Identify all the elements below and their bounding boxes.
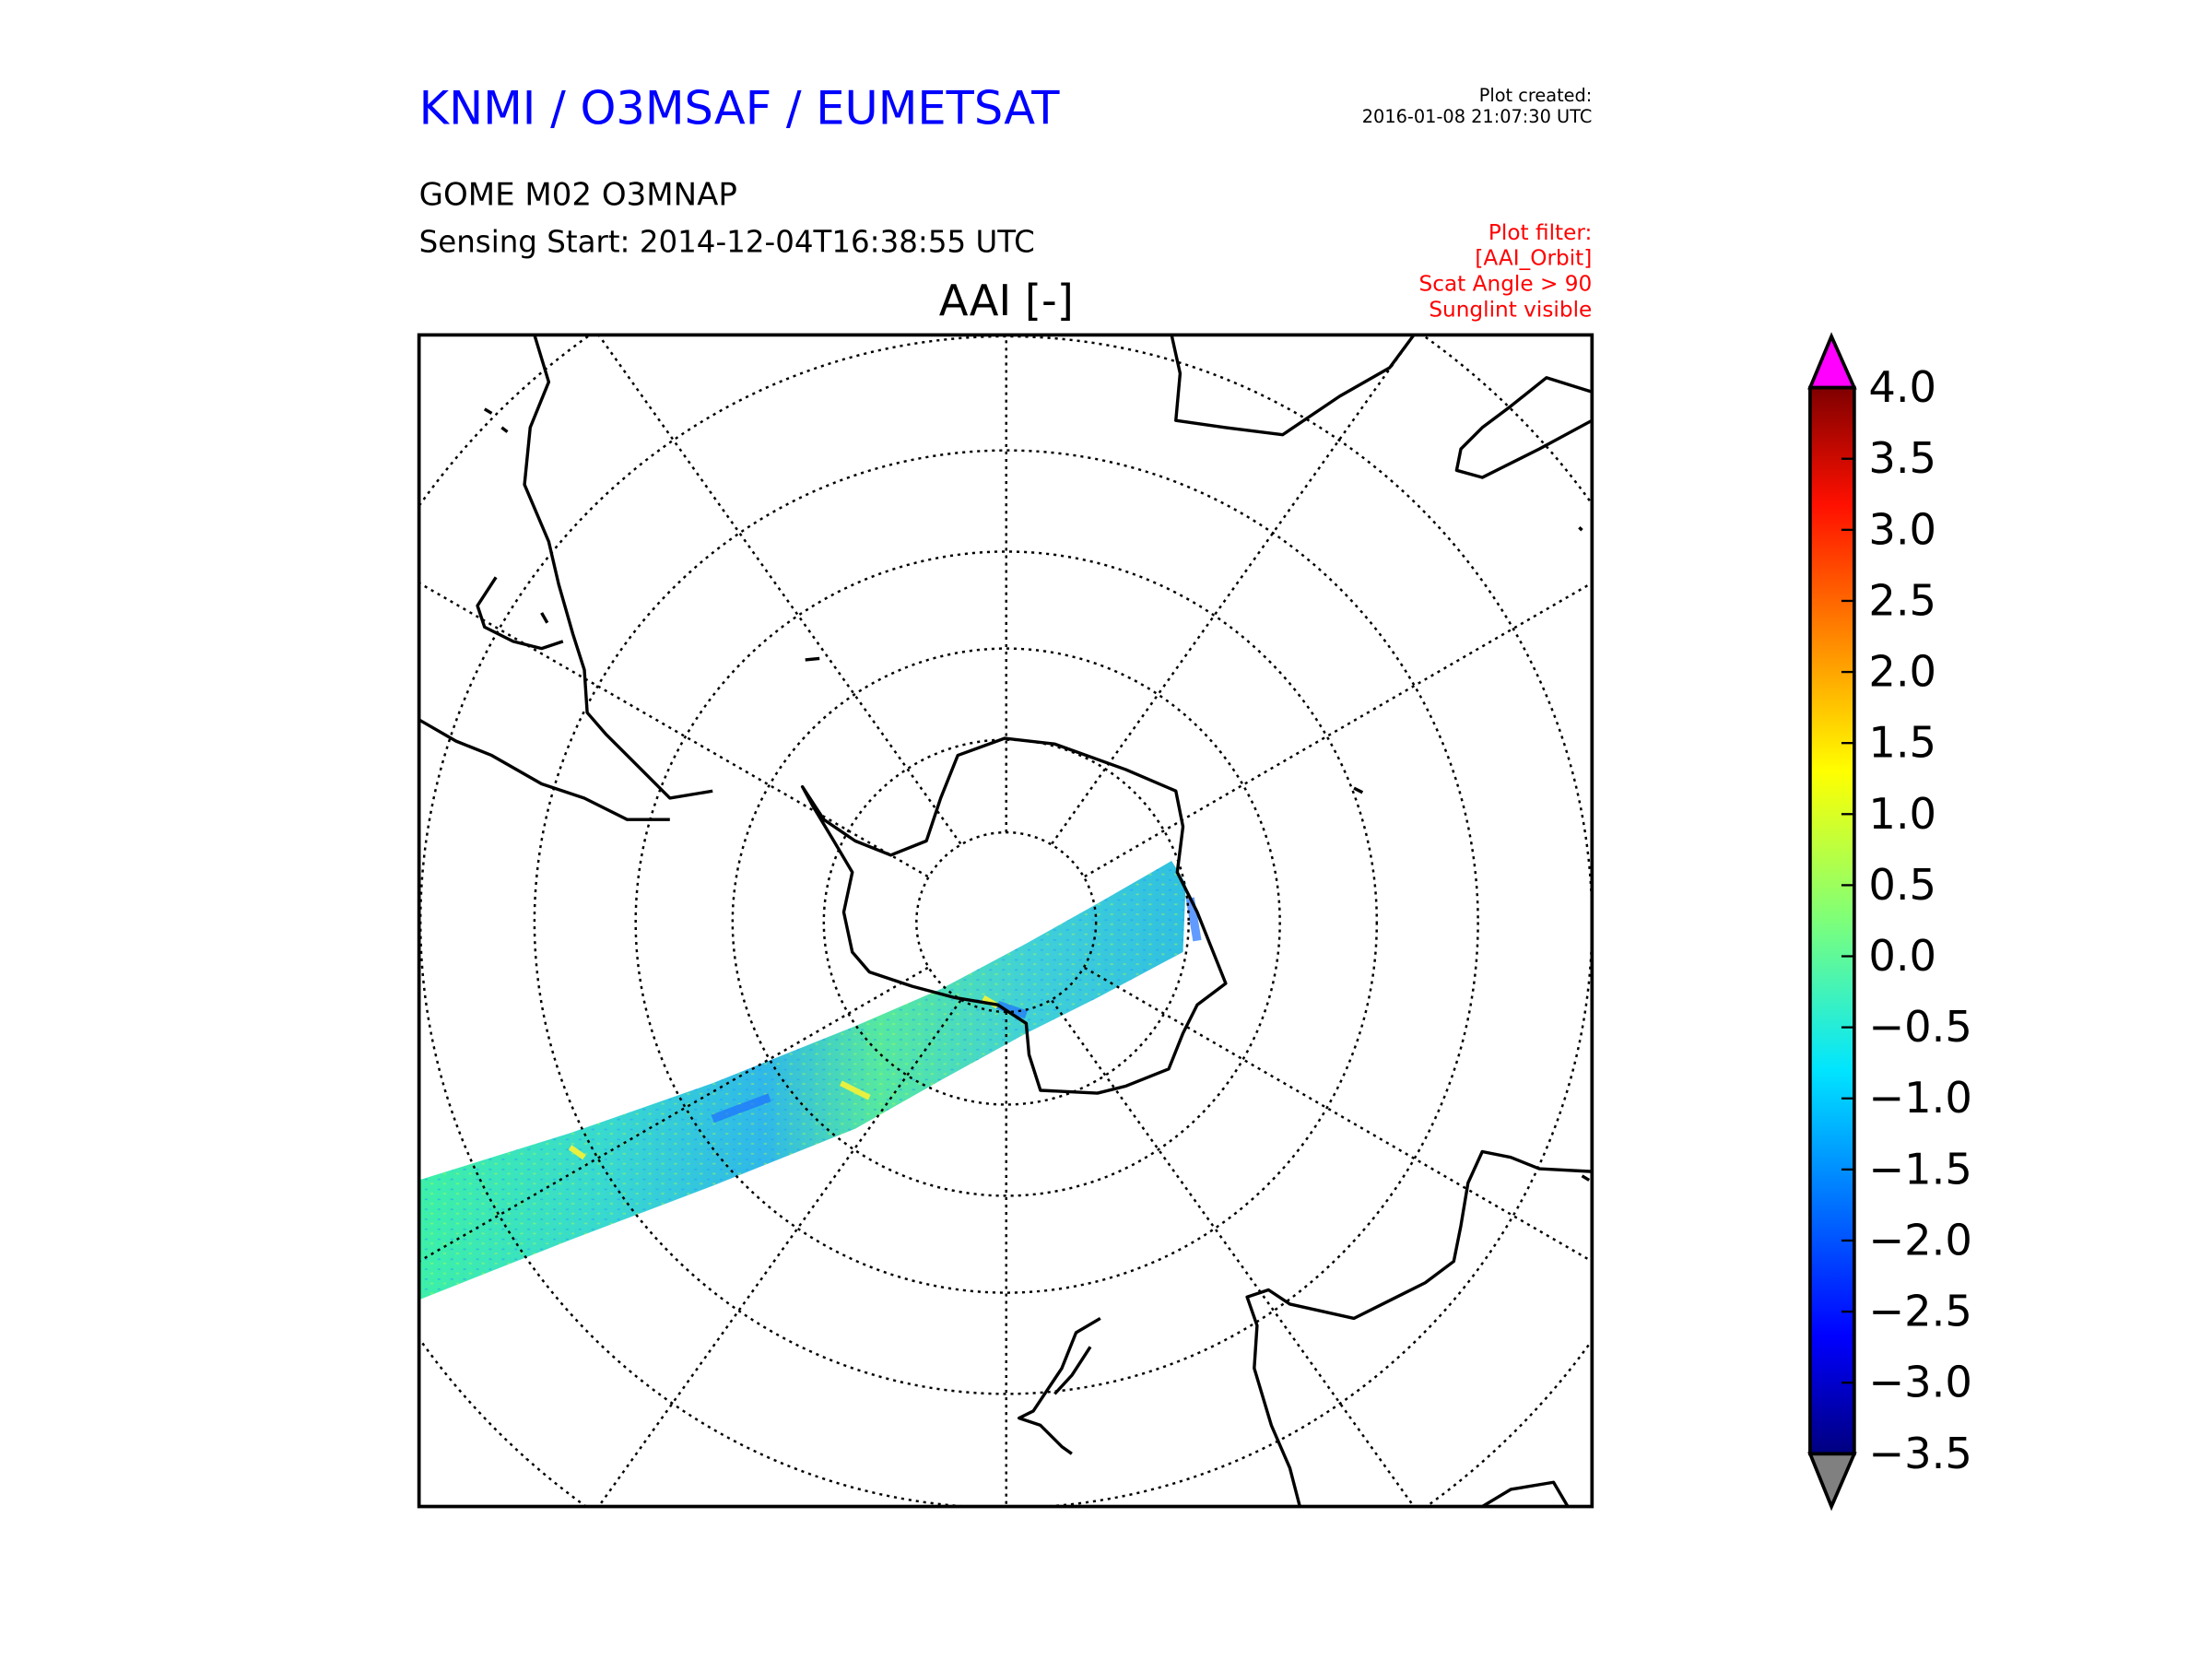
org-title: KNMI / O3MSAF / EUMETSAT: [419, 82, 1061, 135]
filter-line: Sunglint visible: [1429, 297, 1592, 322]
filter-line: Plot filter:: [1488, 220, 1592, 245]
coast-madagascar: [1454, 376, 1593, 479]
colorbar-under-extension: [1807, 1452, 1857, 1512]
coast-australia: [1245, 1149, 1593, 1507]
colorbar-tick-label: −2.0: [1868, 1215, 1972, 1265]
colorbar-tick-label: 3.5: [1868, 433, 1936, 483]
colorbar-tick-label: −2.5: [1868, 1287, 1972, 1336]
colorbar-tick-label: −0.5: [1868, 1002, 1972, 1052]
graticule: [418, 335, 1593, 1507]
colorbar-tick-label: 1.5: [1868, 718, 1936, 768]
colorbar-tick-label: 0.0: [1868, 931, 1936, 981]
colorbar-tick-label: 2.5: [1868, 575, 1936, 625]
map-frame: [417, 333, 1594, 1509]
coastlines: [418, 335, 1593, 1507]
filter-line: Scat Angle > 90: [1419, 271, 1593, 296]
colorbar-tick-label: −3.5: [1868, 1429, 1972, 1478]
colorbar-tick-label: −3.0: [1868, 1358, 1972, 1407]
colorbar-tick-label: 4.0: [1868, 362, 1936, 412]
plot-created-label: Plot created:: [1479, 85, 1593, 106]
colorbar-tick-label: 0.5: [1868, 860, 1936, 910]
filter-line: [AAI_Orbit]: [1475, 246, 1592, 271]
plot-created-time: 2016-01-08 21:07:30 UTC: [1362, 106, 1593, 127]
colorbar-over-extension: [1807, 332, 1857, 390]
coast-south-america: [418, 335, 713, 821]
map-area: [418, 335, 1593, 1507]
coast-antarctica: [800, 736, 1228, 1095]
coast-islands: [483, 407, 1591, 1182]
colorbar-tick-label: 1.0: [1868, 789, 1936, 839]
map-title: AAI [-]: [939, 276, 1074, 325]
colorbar-tick-label: 2.0: [1868, 647, 1936, 697]
colorbar-tick-label: 3.0: [1868, 504, 1936, 554]
colorbar-gradient: [1808, 385, 1856, 1456]
coast-south-america-west: [476, 576, 564, 651]
colorbar-tick-label: −1.5: [1868, 1144, 1972, 1194]
coast-africa: [1170, 335, 1416, 437]
colorbar-tick-label: −1.0: [1868, 1073, 1972, 1123]
coast-new-zealand: [1017, 1316, 1101, 1455]
aai-swath-texture: [418, 861, 1186, 1300]
sensing-start: Sensing Start: 2014-12-04T16:38:55 UTC: [419, 225, 1035, 260]
colorbar: 4.0 3.5 3.0 2.5 2.0 1.5 1.0 0.5 0.0 −0.5 −1.0 −1.5 −…: [1807, 332, 1972, 1512]
product-name: GOME M02 O3MNAP: [419, 177, 737, 214]
